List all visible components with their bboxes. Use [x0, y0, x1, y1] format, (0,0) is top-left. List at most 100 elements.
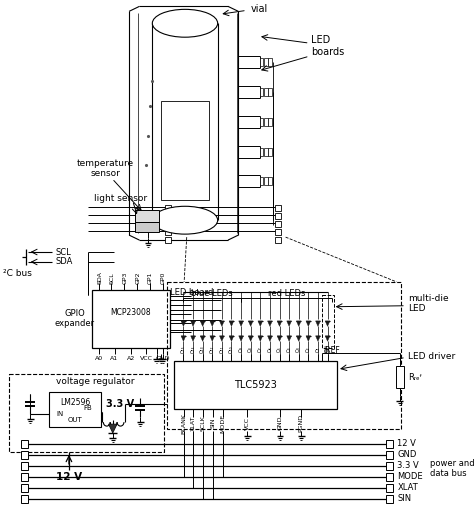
Polygon shape — [325, 336, 330, 341]
Polygon shape — [267, 321, 272, 327]
Bar — [268, 118, 272, 126]
Bar — [386, 484, 393, 492]
Bar — [165, 221, 171, 227]
Text: O₁₂: O₁₂ — [210, 346, 215, 353]
Bar — [260, 148, 263, 156]
Bar — [135, 222, 159, 232]
Text: power and
data bus: power and data bus — [430, 459, 474, 478]
Bar — [264, 178, 267, 185]
Text: O₁₄: O₁₄ — [191, 346, 196, 353]
Bar — [21, 495, 27, 503]
Text: SCL: SCL — [55, 248, 71, 256]
Text: 12 V: 12 V — [56, 472, 82, 482]
Text: blue LEDs: blue LEDs — [191, 289, 233, 298]
Polygon shape — [219, 321, 224, 327]
Bar — [21, 462, 27, 470]
Bar — [21, 484, 27, 492]
Text: LED
boards: LED boards — [311, 36, 345, 57]
Bar — [386, 473, 393, 481]
Text: GND: GND — [397, 451, 417, 459]
Text: 3.3 V: 3.3 V — [106, 399, 134, 409]
Text: GND: GND — [155, 356, 170, 361]
Text: VCC: VCC — [245, 417, 250, 430]
Text: TLC5923: TLC5923 — [234, 380, 277, 390]
Text: MCP23008: MCP23008 — [110, 308, 151, 317]
Polygon shape — [316, 336, 320, 341]
Bar — [275, 237, 281, 243]
Text: A1: A1 — [110, 356, 118, 361]
Text: O₇: O₇ — [258, 347, 263, 352]
Bar — [161, 101, 209, 200]
Text: ²C bus: ²C bus — [3, 269, 32, 279]
Bar — [49, 392, 101, 427]
Polygon shape — [229, 336, 234, 341]
Text: SDA: SDA — [55, 258, 73, 266]
Polygon shape — [210, 321, 215, 327]
Ellipse shape — [152, 9, 218, 37]
Polygon shape — [201, 321, 205, 327]
Bar — [386, 462, 393, 470]
Polygon shape — [248, 321, 253, 327]
Bar — [386, 451, 393, 459]
Bar — [264, 88, 267, 96]
Polygon shape — [191, 321, 195, 327]
Polygon shape — [296, 321, 301, 327]
Text: GND: GND — [277, 416, 283, 431]
Bar — [264, 58, 267, 66]
Text: PGND: PGND — [299, 414, 304, 432]
Text: O₁₅: O₁₅ — [181, 346, 186, 353]
Polygon shape — [229, 321, 234, 327]
Bar — [165, 237, 171, 243]
Text: GP3: GP3 — [122, 271, 128, 284]
Bar — [260, 88, 263, 96]
Polygon shape — [267, 336, 272, 341]
Polygon shape — [201, 336, 205, 341]
Polygon shape — [258, 321, 263, 327]
Text: GP0: GP0 — [161, 272, 166, 284]
Text: BLANK: BLANK — [181, 413, 186, 434]
Text: O₂: O₂ — [306, 347, 311, 352]
Text: A2: A2 — [127, 356, 135, 361]
Bar — [165, 213, 171, 219]
Polygon shape — [287, 336, 292, 341]
Text: FB: FB — [83, 405, 92, 411]
Text: SIN: SIN — [210, 418, 216, 428]
Text: temperature
sensor: temperature sensor — [76, 159, 134, 178]
Bar — [135, 210, 159, 222]
Text: multi-die
LED: multi-die LED — [408, 294, 448, 314]
Text: MODE: MODE — [220, 414, 225, 433]
Polygon shape — [287, 321, 292, 327]
Bar — [268, 178, 272, 185]
Polygon shape — [277, 336, 282, 341]
Text: 12 V: 12 V — [397, 439, 416, 449]
Text: GPIO
expander: GPIO expander — [55, 309, 95, 329]
Text: GP1: GP1 — [148, 272, 153, 284]
Bar — [165, 205, 171, 211]
Bar — [9, 374, 164, 452]
Polygon shape — [219, 336, 224, 341]
Bar — [21, 451, 27, 459]
Text: SCLK: SCLK — [201, 415, 206, 431]
Bar — [268, 58, 272, 66]
Bar — [275, 229, 281, 235]
Text: LED board: LED board — [170, 288, 214, 297]
Text: SIN: SIN — [397, 494, 411, 503]
Ellipse shape — [152, 207, 218, 234]
Text: O₁: O₁ — [316, 347, 320, 352]
Bar — [264, 118, 267, 126]
Polygon shape — [258, 336, 263, 341]
Text: GP2: GP2 — [135, 271, 140, 284]
Text: O₁₁: O₁₁ — [219, 346, 224, 353]
Text: O₁₀: O₁₀ — [229, 346, 234, 353]
Text: VCC: VCC — [140, 356, 153, 361]
Text: O₉: O₉ — [238, 347, 244, 352]
Text: LM2596: LM2596 — [60, 398, 90, 407]
Polygon shape — [109, 424, 117, 433]
Text: O₅: O₅ — [277, 347, 282, 352]
Text: O₀: O₀ — [325, 347, 330, 352]
Text: red LEDs: red LEDs — [268, 289, 305, 298]
Bar — [92, 290, 170, 348]
Bar — [275, 213, 281, 219]
Text: vial: vial — [251, 4, 268, 14]
Polygon shape — [306, 321, 311, 327]
